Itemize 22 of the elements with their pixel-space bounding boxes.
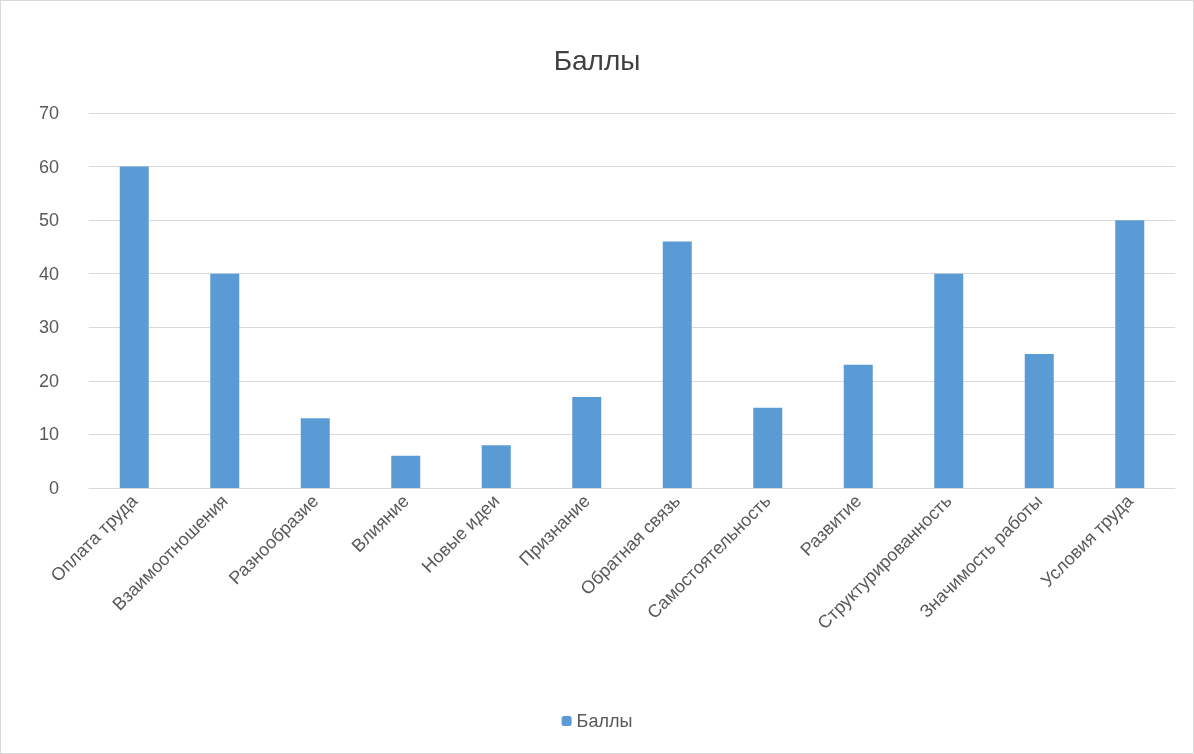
y-tick-label: 0 bbox=[48, 478, 59, 498]
y-tick-label: 70 bbox=[38, 103, 59, 123]
y-tick-label: 60 bbox=[38, 156, 59, 177]
y-tick-label: 50 bbox=[38, 210, 59, 231]
bar bbox=[843, 364, 873, 488]
y-tick-label: 30 bbox=[38, 317, 59, 338]
bar bbox=[1024, 354, 1054, 488]
bar bbox=[662, 241, 692, 488]
bar bbox=[572, 396, 602, 488]
bar bbox=[391, 455, 421, 488]
bar bbox=[1115, 220, 1145, 488]
y-tick-label: 20 bbox=[38, 370, 59, 391]
bar bbox=[119, 166, 149, 488]
bar bbox=[753, 407, 783, 488]
bar bbox=[934, 273, 964, 488]
bar bbox=[300, 418, 330, 488]
chart-title: Баллы bbox=[553, 44, 641, 76]
bar bbox=[481, 445, 511, 488]
legend-label: Баллы bbox=[576, 711, 633, 731]
bar bbox=[210, 273, 240, 488]
y-tick-label: 40 bbox=[38, 263, 59, 284]
y-tick-label: 10 bbox=[38, 424, 59, 445]
